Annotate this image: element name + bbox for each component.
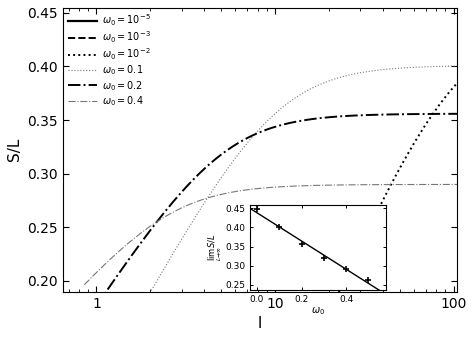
X-axis label: l: l — [258, 316, 262, 331]
X-axis label: $\omega_0$: $\omega_0$ — [311, 306, 325, 317]
Y-axis label: $\lim_{L\to\infty} S/L$: $\lim_{L\to\infty} S/L$ — [207, 234, 224, 261]
Legend: $\omega_0= 10^{-5}$, $\omega_0= 10^{-3}$, $\omega_0= 10^{-2}$, $\omega_0= 0.1$, : $\omega_0= 10^{-5}$, $\omega_0= 10^{-3}$… — [66, 10, 153, 110]
Y-axis label: S/L: S/L — [7, 138, 22, 161]
